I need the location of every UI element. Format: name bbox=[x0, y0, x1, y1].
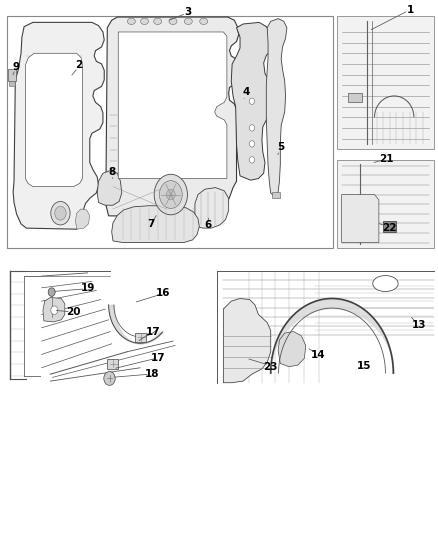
Polygon shape bbox=[75, 209, 90, 229]
Bar bbox=[8, 69, 16, 81]
Polygon shape bbox=[223, 298, 271, 383]
Polygon shape bbox=[105, 17, 240, 216]
Text: 17: 17 bbox=[151, 353, 166, 363]
Text: 3: 3 bbox=[185, 7, 192, 17]
Circle shape bbox=[249, 98, 254, 104]
Text: 23: 23 bbox=[263, 362, 278, 372]
Ellipse shape bbox=[200, 18, 208, 25]
Circle shape bbox=[249, 141, 254, 147]
Circle shape bbox=[249, 125, 254, 131]
Polygon shape bbox=[112, 206, 199, 243]
Circle shape bbox=[104, 372, 115, 385]
Polygon shape bbox=[195, 188, 229, 228]
Polygon shape bbox=[13, 22, 104, 229]
Text: 16: 16 bbox=[155, 288, 170, 297]
Text: 6: 6 bbox=[205, 220, 212, 230]
Ellipse shape bbox=[141, 18, 148, 25]
Bar bbox=[383, 221, 396, 232]
Text: 7: 7 bbox=[148, 219, 155, 229]
Ellipse shape bbox=[169, 18, 177, 25]
Polygon shape bbox=[43, 297, 65, 322]
Ellipse shape bbox=[154, 18, 162, 25]
Bar bbox=[337, 16, 434, 149]
Text: 18: 18 bbox=[145, 369, 160, 379]
Circle shape bbox=[51, 201, 70, 225]
Text: 21: 21 bbox=[379, 154, 394, 164]
Text: 8: 8 bbox=[108, 167, 115, 177]
Polygon shape bbox=[278, 332, 306, 367]
Bar bbox=[7, 16, 333, 248]
Circle shape bbox=[48, 288, 55, 296]
Text: 22: 22 bbox=[381, 223, 396, 232]
Bar bbox=[107, 359, 118, 369]
Circle shape bbox=[159, 181, 182, 208]
Polygon shape bbox=[231, 22, 272, 180]
Polygon shape bbox=[266, 19, 287, 197]
Circle shape bbox=[55, 206, 66, 220]
Polygon shape bbox=[25, 53, 82, 187]
Text: 13: 13 bbox=[412, 320, 427, 330]
Text: 5: 5 bbox=[277, 142, 284, 152]
Text: 1: 1 bbox=[407, 5, 414, 14]
Text: 17: 17 bbox=[145, 327, 160, 336]
Bar bbox=[9, 81, 15, 86]
Bar bbox=[135, 333, 146, 342]
Polygon shape bbox=[342, 195, 379, 243]
Polygon shape bbox=[97, 171, 122, 205]
Ellipse shape bbox=[184, 18, 192, 25]
Ellipse shape bbox=[127, 18, 135, 25]
Text: 15: 15 bbox=[357, 361, 372, 370]
Circle shape bbox=[249, 157, 254, 163]
Ellipse shape bbox=[373, 276, 398, 292]
Polygon shape bbox=[118, 32, 227, 179]
Circle shape bbox=[154, 174, 187, 215]
Text: 9: 9 bbox=[13, 62, 20, 72]
Text: 4: 4 bbox=[243, 87, 250, 96]
Circle shape bbox=[51, 306, 58, 314]
Circle shape bbox=[166, 189, 175, 200]
Text: 14: 14 bbox=[311, 350, 325, 360]
Bar bbox=[272, 192, 280, 198]
Text: 20: 20 bbox=[66, 307, 81, 317]
Text: 19: 19 bbox=[81, 283, 95, 293]
Bar bbox=[337, 160, 434, 248]
Bar bbox=[348, 93, 362, 102]
Text: 2: 2 bbox=[75, 60, 82, 70]
